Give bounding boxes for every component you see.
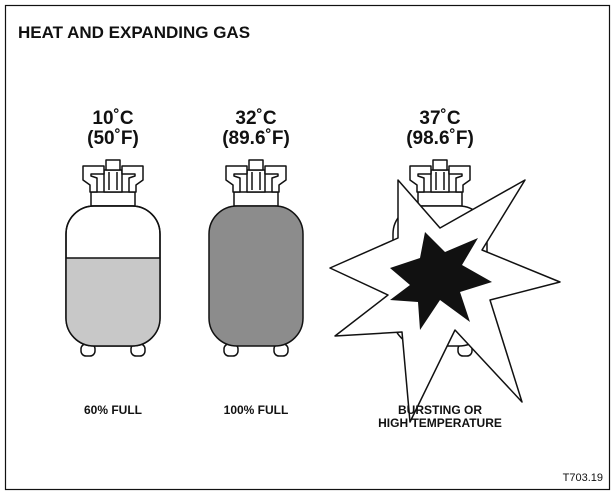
temp-fahrenheit: (50˚F) (87, 128, 139, 149)
temp-celsius: 32˚C (235, 108, 276, 129)
title: HEAT AND EXPANDING GAS (18, 23, 250, 42)
fill-label: 100% FULL (224, 403, 289, 417)
fill-label: HIGH TEMPERATURE (378, 416, 502, 430)
temp-fahrenheit: (98.6˚F) (406, 128, 474, 149)
figure-id: T703.19 (563, 472, 603, 484)
cylinder (208, 159, 304, 357)
temp-celsius: 10˚C (92, 108, 133, 129)
temp-fahrenheit: (89.6˚F) (222, 128, 290, 149)
fill-label: 60% FULL (84, 403, 142, 417)
temp-celsius: 37˚C (419, 108, 460, 129)
fill-label: BURSTING OR (398, 403, 482, 417)
burst-core (390, 232, 492, 330)
cylinder (65, 159, 161, 357)
